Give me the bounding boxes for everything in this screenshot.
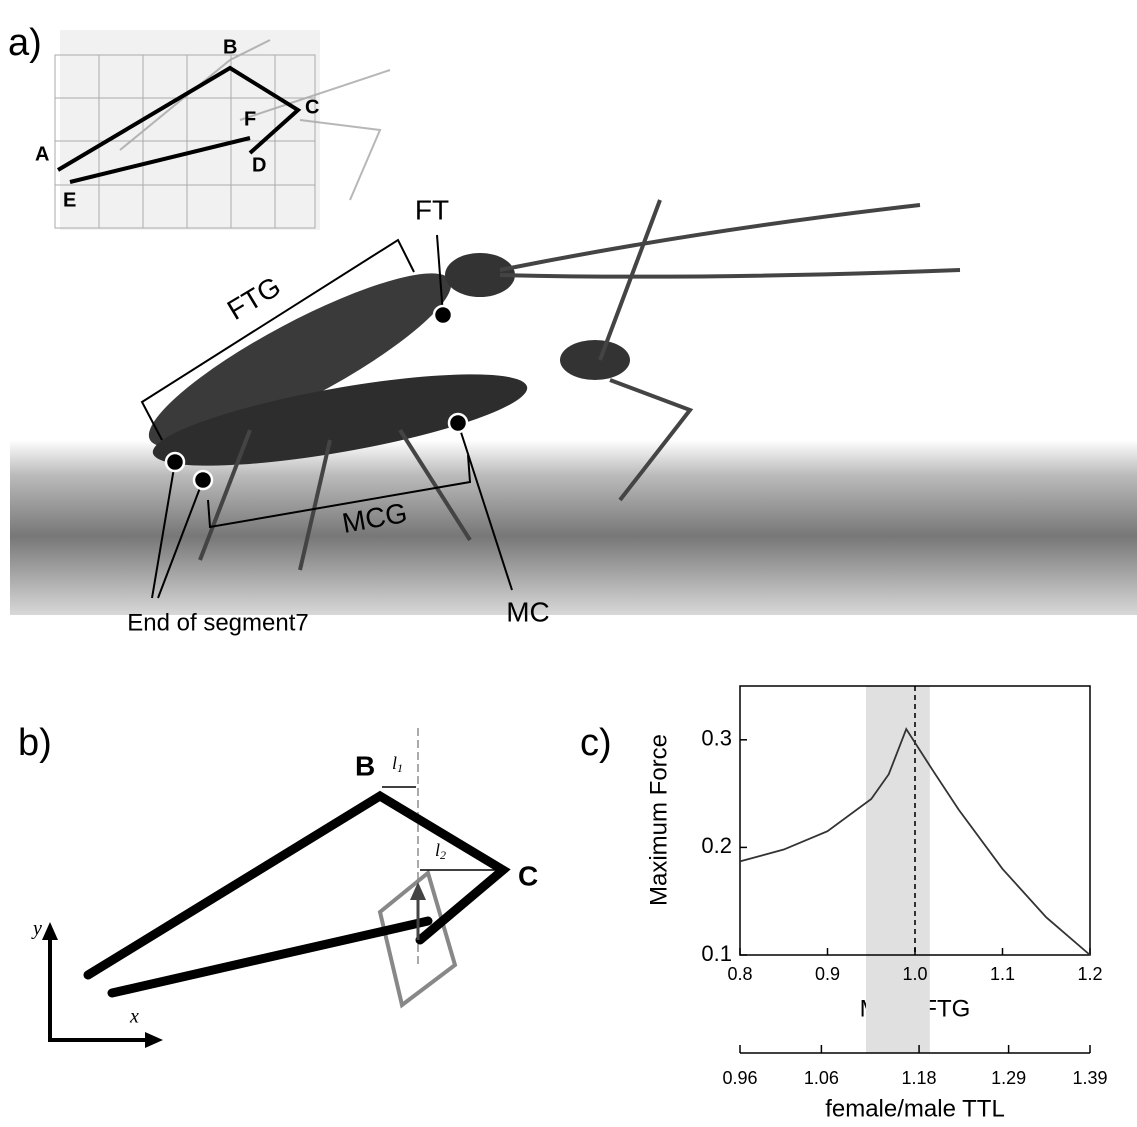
x-tick-label: 1.0 [902,964,927,984]
axis-label: x [129,1006,139,1028]
point-label: B [223,36,237,58]
arrow-head [410,882,426,900]
arrow-head [145,1032,163,1048]
y-tick-label: 0.3 [701,726,732,751]
x-tick-label: 1.1 [990,964,1015,984]
point-label: E [63,189,76,211]
annotation: MC [506,596,550,627]
annotation-dots [164,304,469,491]
parallelogram [377,869,458,1009]
x-tick-label: 0.9 [815,964,840,984]
axes-arrows [48,935,148,1042]
inset-labels: A B C D E F [35,36,319,211]
x2-axis-title: female/male TTL [825,1095,1005,1122]
inset-grid [54,54,316,229]
photo [10,30,1137,615]
point-label: C [518,860,538,891]
chart: 0.1 0.2 0.3 0.8 0.9 1.0 1.1 1.2 0.96 1.06 1.18 1.29… [701,685,1108,1088]
annotation: FT [415,194,449,225]
x-tick-label: 0.8 [727,964,752,984]
inset-skeleton [56,65,302,184]
y-axis-title: Maximum Force [645,734,672,906]
point-label: D [252,154,266,176]
point-label: F [244,108,256,130]
shade-band [866,686,930,1053]
skeleton [83,790,511,998]
x2-tick-label: 1.06 [804,1068,839,1088]
point-label: A [35,143,49,165]
x2-tick-label: 1.29 [991,1068,1026,1088]
panel-label: c) [580,722,612,764]
arrow-head [42,922,58,940]
point-label: C [305,96,319,118]
dimension-arrows [382,786,501,871]
y-tick-label: 0.2 [701,833,732,858]
dimension-label: l2 [435,840,446,862]
dimension-label: l1 [392,753,403,775]
curve [739,727,1091,956]
panel-label: a) [8,22,42,64]
point-label: B [355,750,375,781]
annotation: End of segment7 [127,609,308,636]
x2-tick-label: 1.39 [1072,1068,1107,1088]
x2-tick-label: 0.96 [722,1068,757,1088]
annotation-lines [140,234,513,599]
x-tick-label: 1.2 [1077,964,1102,984]
x2-tick-label: 1.18 [902,1068,937,1088]
panel-label: b) [18,722,52,764]
axis-label: y [31,918,42,940]
y-tick-label: 0.1 [701,941,732,966]
